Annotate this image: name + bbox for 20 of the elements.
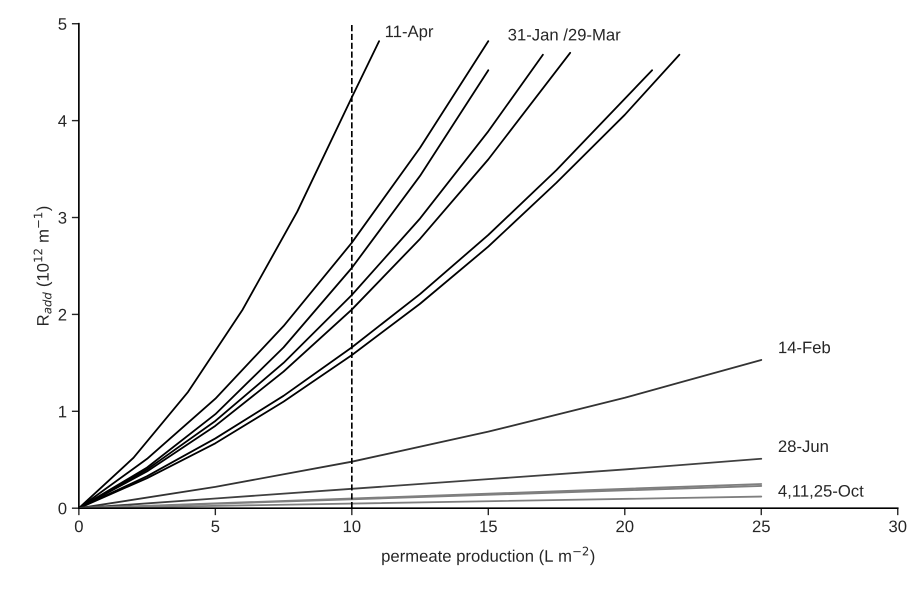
x-tick-label: 20 — [616, 520, 634, 532]
x-tick-label: 5 — [211, 520, 220, 532]
x-tick-label: 25 — [752, 520, 770, 532]
annotation: 4,11,25-Oct — [778, 484, 864, 499]
annotation: 31-Jan /29-Mar — [508, 28, 620, 41]
annotation: 28-Jun — [778, 440, 828, 452]
y-axis-title: R$_{add}$ (10$^{12}$ m$^{−1}$) — [34, 206, 52, 326]
y-tick-label: 3 — [58, 212, 66, 224]
x-axis-title: permeate production (L m$^{−2}$) — [382, 546, 594, 566]
y-tick-label: 5 — [58, 18, 66, 30]
y-tick-label: 4 — [58, 115, 67, 127]
y-tick-label: 2 — [58, 308, 66, 320]
annotation: 14-Feb — [779, 341, 830, 354]
x-tick-label: 10 — [344, 520, 360, 532]
x-tick-label: 15 — [480, 520, 497, 532]
y-tick-label: 0 — [58, 502, 66, 514]
x-tick-label: 30 — [889, 520, 906, 532]
y-tick-label: 1 — [59, 406, 66, 418]
x-tick-label: 0 — [74, 520, 83, 532]
annotation: 11-Apr — [386, 26, 434, 41]
